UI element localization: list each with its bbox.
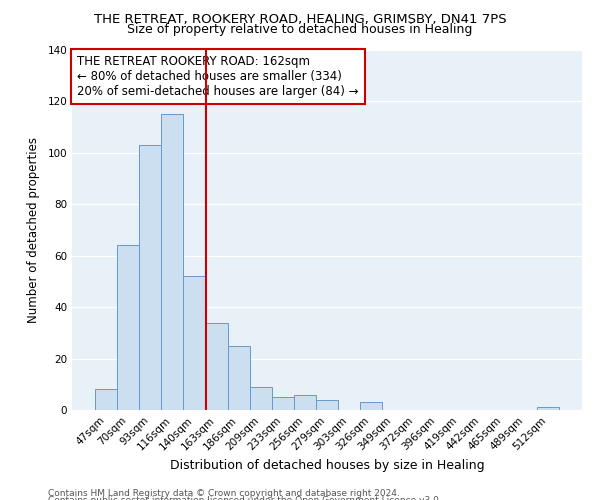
Y-axis label: Number of detached properties: Number of detached properties [28, 137, 40, 323]
Bar [95, 390, 117, 410]
Bar [537, 408, 559, 410]
Bar [360, 402, 382, 410]
Bar [227, 346, 250, 410]
Text: Contains public sector information licensed under the Open Government Licence v3: Contains public sector information licen… [48, 496, 442, 500]
Text: Size of property relative to detached houses in Healing: Size of property relative to detached ho… [127, 22, 473, 36]
Bar [117, 246, 139, 410]
Bar [250, 387, 272, 410]
Bar [316, 400, 338, 410]
Text: THE RETREAT, ROOKERY ROAD, HEALING, GRIMSBY, DN41 7PS: THE RETREAT, ROOKERY ROAD, HEALING, GRIM… [94, 12, 506, 26]
Text: Contains HM Land Registry data © Crown copyright and database right 2024.: Contains HM Land Registry data © Crown c… [48, 489, 400, 498]
Bar [206, 322, 227, 410]
Bar [161, 114, 184, 410]
X-axis label: Distribution of detached houses by size in Healing: Distribution of detached houses by size … [170, 458, 484, 471]
Bar [184, 276, 206, 410]
Bar [272, 397, 294, 410]
Bar [139, 145, 161, 410]
Bar [294, 394, 316, 410]
Text: THE RETREAT ROOKERY ROAD: 162sqm
← 80% of detached houses are smaller (334)
20% : THE RETREAT ROOKERY ROAD: 162sqm ← 80% o… [77, 56, 359, 98]
